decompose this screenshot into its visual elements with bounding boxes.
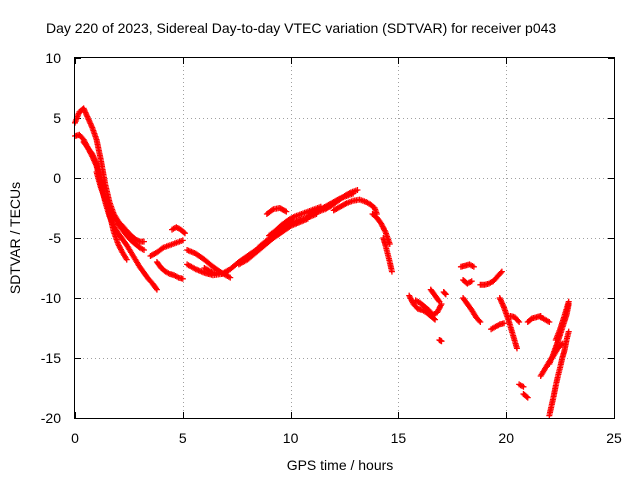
data-point [470, 263, 477, 270]
series-arc-34 [520, 391, 531, 401]
data-point [498, 268, 505, 275]
series-arc-33 [516, 381, 527, 390]
data-point [123, 256, 130, 263]
data-point [524, 394, 531, 401]
series-arc-5 [147, 237, 186, 259]
series-arc-22 [412, 297, 445, 318]
series-arc-28 [460, 295, 484, 325]
data-point [153, 285, 160, 292]
data-point [153, 286, 160, 293]
series-arc-18 [363, 199, 380, 217]
x-axis-label: GPS time / hours [287, 457, 394, 473]
data-point [140, 238, 147, 245]
x-tick-label: 25 [606, 430, 622, 446]
x-tick-label: 20 [498, 430, 514, 446]
chart-title: Day 220 of 2023, Sidereal Day-to-day VTE… [46, 20, 556, 36]
data-point [283, 208, 290, 215]
series-arc-19 [369, 211, 393, 247]
data-point [516, 319, 523, 325]
data-point [442, 291, 449, 298]
plot-frame [74, 57, 615, 419]
grid-layer [75, 58, 614, 418]
series-arc-12 [255, 218, 296, 251]
series-arc-30 [488, 320, 508, 333]
y-tick-label: -20 [41, 410, 61, 426]
data-point [546, 319, 553, 325]
data-point [565, 298, 572, 305]
data-point [565, 328, 572, 335]
data-point [354, 187, 361, 193]
y-tick-label: 0 [53, 170, 61, 186]
data-point [290, 214, 297, 221]
axis-ticks: 0 5 10 15 20 25 -20 -15 -10 -5 0 5 10 [41, 50, 622, 446]
x-tick-label: 10 [283, 430, 299, 446]
data-point [346, 190, 353, 197]
y-tick-label: -10 [41, 290, 61, 306]
data-point [432, 316, 439, 323]
series-arc-11 [235, 215, 311, 268]
series-arc-7 [169, 224, 188, 237]
series-arc-20 [380, 235, 395, 275]
data-point [281, 207, 288, 214]
data-point [515, 317, 522, 324]
data-point [179, 237, 186, 244]
series-arc-2 [72, 105, 147, 245]
series-arc-36 [537, 314, 553, 325]
data-point [227, 274, 234, 281]
series-arc-38 [546, 328, 572, 419]
data-point [438, 338, 445, 345]
y-tick-label: -15 [41, 350, 61, 366]
data-point [181, 230, 188, 237]
y-tick-label: 5 [53, 110, 61, 126]
series-arc-17 [330, 196, 370, 214]
y-axis-label: SDTVAR / TECUs [7, 182, 23, 294]
series-arc-25 [440, 289, 449, 298]
data-point [179, 275, 186, 282]
series-arc-4 [93, 169, 147, 253]
data-point [342, 200, 349, 207]
series-arc-23 [427, 286, 443, 305]
series-arc-21 [406, 292, 439, 323]
data-point [513, 345, 520, 352]
data-point [388, 268, 395, 275]
series-arc-29 [477, 268, 505, 288]
data-marks [72, 105, 572, 419]
data-point [477, 319, 484, 325]
data-point [435, 297, 442, 304]
data-point [140, 247, 147, 253]
series-arc-40 [552, 298, 572, 343]
data-point [269, 207, 276, 214]
data-point [497, 269, 504, 276]
series-arc-32 [507, 313, 523, 325]
data-point [180, 229, 187, 236]
series-arc-24 [436, 337, 445, 345]
series-arc-16 [315, 187, 361, 215]
x-tick-label: 0 [71, 430, 79, 446]
series-arc-26 [457, 261, 477, 270]
data-point [468, 278, 475, 285]
series-arc-27 [460, 277, 475, 287]
data-point [523, 393, 530, 400]
series-arc-31 [496, 295, 520, 352]
data-point [476, 317, 483, 324]
series-arc-14 [263, 205, 290, 217]
y-tick-label: 10 [45, 50, 61, 66]
data-point [436, 298, 443, 305]
x-tick-label: 15 [391, 430, 407, 446]
data-point [501, 320, 508, 327]
data-point [520, 383, 527, 390]
y-tick-label: -5 [49, 230, 62, 246]
x-tick-label: 5 [179, 430, 187, 446]
data-point [442, 290, 449, 297]
series-arc-6 [153, 259, 186, 282]
